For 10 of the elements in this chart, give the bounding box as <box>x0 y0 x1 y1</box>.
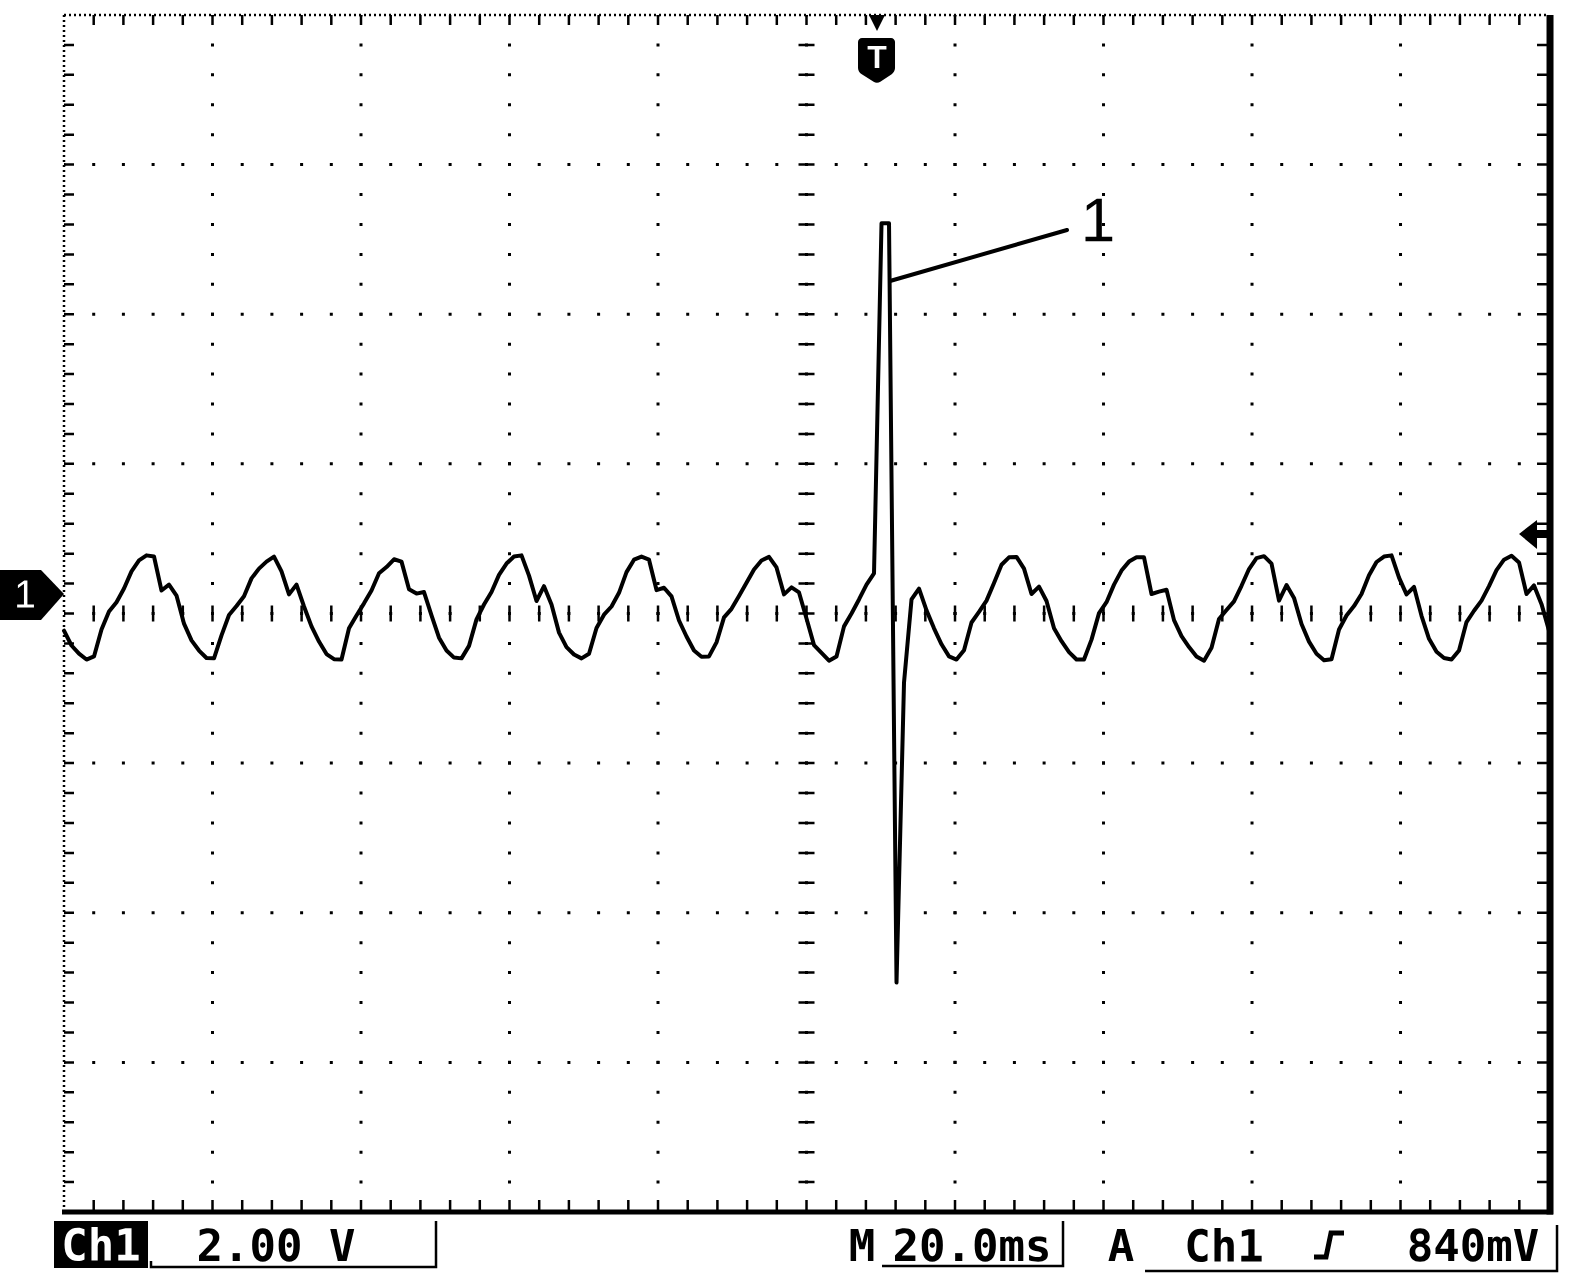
text: 840mV <box>1409 1228 1539 1262</box>
annotation: 1 <box>1085 198 1113 242</box>
text: 2.00 V <box>199 1228 355 1262</box>
text: 20.0ms <box>895 1228 1048 1262</box>
text: T <box>867 45 887 68</box>
text: 1 <box>17 580 34 608</box>
text: A <box>1108 1228 1134 1262</box>
text: M <box>850 1228 874 1262</box>
text: Ch1 <box>64 1226 139 1262</box>
text: Ch1 <box>1187 1227 1262 1263</box>
